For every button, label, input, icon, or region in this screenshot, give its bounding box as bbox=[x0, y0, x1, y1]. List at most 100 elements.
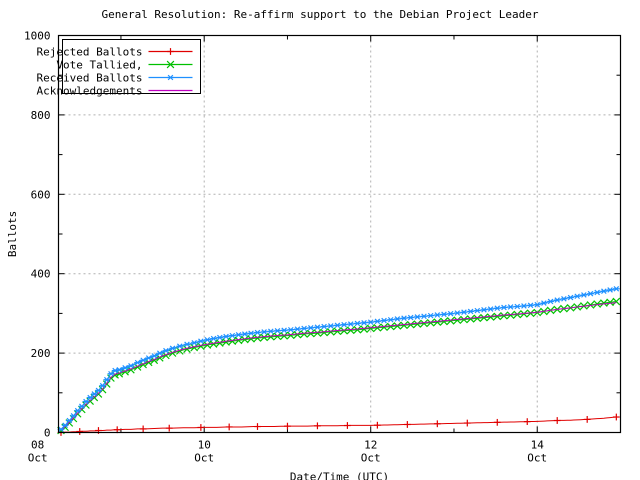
data-marker bbox=[400, 321, 408, 330]
data-marker bbox=[440, 317, 448, 326]
data-marker bbox=[112, 367, 118, 374]
data-marker bbox=[103, 376, 110, 383]
data-marker bbox=[401, 315, 407, 321]
data-marker bbox=[386, 322, 395, 331]
data-marker bbox=[481, 307, 487, 313]
data-marker bbox=[116, 366, 123, 373]
data-marker bbox=[434, 312, 441, 318]
data-line bbox=[60, 302, 617, 431]
data-marker bbox=[320, 328, 328, 337]
data-marker bbox=[163, 347, 169, 354]
data-marker bbox=[156, 350, 163, 357]
data-marker bbox=[140, 357, 146, 364]
data-marker bbox=[247, 334, 255, 343]
data-marker bbox=[306, 329, 315, 338]
data-marker bbox=[95, 387, 102, 394]
data-marker bbox=[421, 313, 427, 320]
data-marker bbox=[280, 332, 288, 340]
x-axis-tick-label: Oct bbox=[194, 452, 214, 465]
data-marker bbox=[341, 321, 347, 328]
legend-label: Rejected Ballots bbox=[37, 46, 143, 59]
data-marker bbox=[413, 320, 422, 328]
data-marker bbox=[145, 355, 152, 361]
data-marker bbox=[175, 347, 184, 355]
legend-label: Received Ballots bbox=[37, 72, 143, 85]
data-marker bbox=[474, 307, 481, 314]
data-marker bbox=[108, 370, 114, 377]
data-marker bbox=[393, 322, 402, 330]
data-marker bbox=[166, 60, 175, 69]
data-marker bbox=[361, 319, 367, 326]
data-marker bbox=[467, 308, 474, 315]
x-axis-tick-label: 12 bbox=[364, 439, 377, 452]
data-marker bbox=[426, 318, 435, 327]
data-marker bbox=[347, 321, 354, 327]
data-marker bbox=[494, 305, 501, 312]
legend-label: Acknowledgements bbox=[37, 85, 143, 98]
data-marker bbox=[613, 285, 620, 292]
data-marker bbox=[70, 413, 77, 419]
data-marker bbox=[281, 327, 287, 334]
data-marker bbox=[191, 339, 198, 346]
data-marker bbox=[333, 327, 342, 336]
data-marker bbox=[594, 289, 600, 296]
data-marker bbox=[447, 310, 454, 317]
data-marker bbox=[334, 322, 341, 329]
data-marker bbox=[612, 297, 621, 306]
data-marker bbox=[406, 320, 415, 329]
data-marker bbox=[210, 335, 217, 342]
data-marker bbox=[301, 325, 307, 332]
x-axis-tick-label: Oct bbox=[527, 452, 547, 465]
data-marker bbox=[593, 300, 602, 308]
data-marker bbox=[541, 300, 547, 306]
data-marker bbox=[420, 319, 428, 328]
data-marker bbox=[346, 326, 355, 335]
data-marker bbox=[209, 340, 218, 348]
data-marker bbox=[493, 312, 502, 321]
data-marker bbox=[66, 417, 73, 424]
data-marker bbox=[313, 329, 322, 337]
y-axis-tick-label: 600 bbox=[31, 188, 51, 201]
data-marker bbox=[241, 331, 248, 337]
data-marker bbox=[197, 342, 205, 351]
data-marker bbox=[514, 303, 521, 310]
data-marker bbox=[162, 351, 170, 360]
data-marker bbox=[79, 403, 85, 410]
data-marker bbox=[441, 311, 447, 318]
data-marker bbox=[480, 313, 488, 322]
data-marker bbox=[235, 332, 242, 338]
x-axis-tick-label: Oct bbox=[28, 452, 48, 465]
data-marker bbox=[62, 422, 68, 429]
series-acknowledgements bbox=[60, 302, 617, 431]
data-marker bbox=[229, 332, 236, 339]
plot-frame bbox=[57, 34, 622, 434]
data-marker bbox=[574, 293, 581, 300]
data-marker bbox=[601, 288, 607, 294]
data-marker bbox=[587, 290, 594, 297]
data-marker bbox=[223, 333, 229, 340]
data-marker bbox=[367, 319, 374, 325]
data-marker bbox=[501, 304, 507, 311]
data-marker bbox=[240, 335, 249, 344]
data-marker bbox=[473, 314, 482, 323]
data-marker bbox=[248, 330, 254, 337]
data-marker bbox=[340, 326, 348, 335]
data-marker bbox=[167, 74, 174, 81]
data-marker bbox=[198, 338, 204, 344]
data-marker bbox=[293, 330, 302, 339]
data-marker bbox=[600, 299, 608, 307]
data-marker bbox=[466, 315, 475, 323]
data-marker bbox=[407, 314, 414, 321]
data-marker bbox=[366, 324, 375, 333]
chart-title: General Resolution: Re-affirm support to… bbox=[101, 8, 539, 21]
data-marker bbox=[307, 325, 314, 331]
data-marker bbox=[446, 317, 455, 325]
x-axis-label: Date/Time (UTC) bbox=[290, 471, 389, 480]
x-axis-tick-label: 14 bbox=[531, 439, 545, 452]
y-axis-tick-label: 1000 bbox=[24, 30, 51, 43]
data-marker bbox=[433, 318, 442, 326]
data-marker bbox=[506, 311, 515, 319]
data-marker bbox=[228, 337, 237, 346]
